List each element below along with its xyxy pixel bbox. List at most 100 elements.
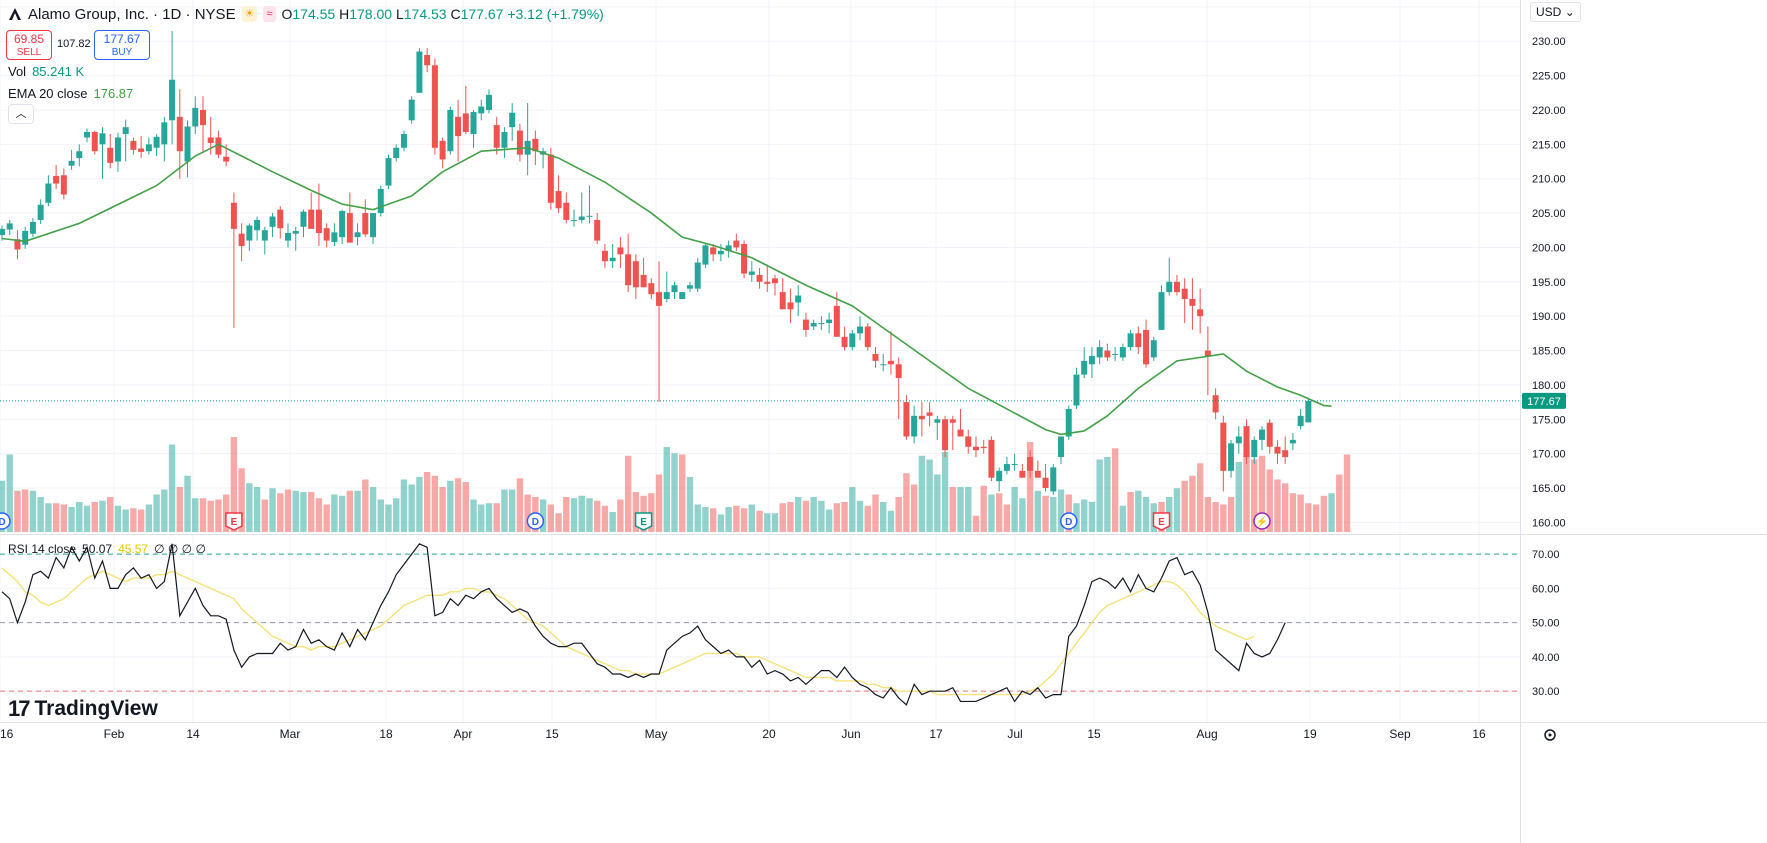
candle[interactable]: [694, 257, 701, 293]
candle[interactable]: [362, 199, 369, 238]
candle[interactable]: [1243, 419, 1250, 464]
candle[interactable]: [934, 415, 941, 440]
candle[interactable]: [285, 223, 292, 248]
candle[interactable]: [408, 96, 415, 124]
candle[interactable]: [1135, 326, 1142, 354]
candle[interactable]: [826, 312, 833, 334]
volume-legend[interactable]: Vol 85.241 K: [8, 64, 84, 79]
earnings-marker[interactable]: E: [634, 512, 653, 531]
candle[interactable]: [238, 223, 245, 262]
candle[interactable]: [717, 244, 724, 262]
candle[interactable]: [1081, 347, 1088, 379]
candle[interactable]: [1228, 439, 1235, 478]
candle[interactable]: [192, 96, 199, 135]
candle[interactable]: [455, 99, 462, 162]
candle[interactable]: [1266, 419, 1273, 454]
candle[interactable]: [400, 130, 407, 152]
candle[interactable]: [1274, 439, 1281, 464]
candle[interactable]: [802, 312, 809, 337]
candle[interactable]: [787, 288, 794, 324]
candle[interactable]: [53, 164, 60, 190]
candle[interactable]: [679, 292, 686, 299]
candle[interactable]: [14, 230, 21, 260]
candle[interactable]: [1127, 329, 1134, 351]
candle[interactable]: [130, 137, 137, 155]
candle[interactable]: [1189, 278, 1196, 330]
candle[interactable]: [849, 329, 856, 351]
candle[interactable]: [810, 319, 817, 330]
candle[interactable]: [625, 233, 632, 293]
candle[interactable]: [547, 147, 554, 210]
candle[interactable]: [725, 240, 732, 258]
candle[interactable]: [609, 244, 616, 269]
candle[interactable]: [37, 199, 44, 225]
candle[interactable]: [1073, 367, 1080, 409]
earnings-marker[interactable]: E: [1152, 512, 1171, 531]
candle[interactable]: [84, 128, 91, 143]
candle[interactable]: [385, 154, 392, 190]
candle[interactable]: [161, 116, 168, 162]
candle[interactable]: [1143, 319, 1150, 368]
candle[interactable]: [22, 226, 29, 249]
candle[interactable]: [138, 136, 145, 159]
candle[interactable]: [424, 48, 431, 73]
candle[interactable]: [393, 144, 400, 162]
candle[interactable]: [1088, 347, 1095, 379]
candle[interactable]: [169, 30, 176, 145]
candle[interactable]: [68, 149, 75, 170]
candle[interactable]: [516, 123, 523, 162]
candle[interactable]: [772, 274, 778, 296]
candle[interactable]: [972, 436, 979, 458]
candle[interactable]: [795, 285, 802, 317]
candle[interactable]: [99, 127, 106, 179]
candle[interactable]: [926, 402, 933, 427]
candle[interactable]: [671, 281, 678, 299]
candle[interactable]: [277, 206, 284, 239]
candle[interactable]: [331, 223, 338, 247]
candle[interactable]: [756, 268, 763, 289]
candle[interactable]: [354, 223, 361, 246]
candle[interactable]: [710, 244, 717, 262]
collapse-legend-button[interactable]: ︿: [8, 104, 34, 124]
candle[interactable]: [594, 213, 601, 245]
candle[interactable]: [91, 130, 98, 155]
candle[interactable]: [1305, 398, 1312, 423]
candle[interactable]: [370, 213, 377, 245]
candle[interactable]: [702, 244, 709, 269]
candle[interactable]: [1166, 257, 1173, 296]
candle[interactable]: [1065, 405, 1072, 440]
candle[interactable]: [416, 48, 423, 93]
candle[interactable]: [663, 271, 670, 303]
candle[interactable]: [1258, 426, 1265, 451]
candle[interactable]: [918, 402, 925, 437]
candle[interactable]: [857, 316, 864, 341]
candle[interactable]: [269, 213, 276, 238]
candle[interactable]: [478, 99, 485, 121]
candle[interactable]: [1181, 278, 1188, 324]
candle[interactable]: [300, 209, 307, 238]
candle[interactable]: [988, 436, 995, 482]
candle[interactable]: [1289, 433, 1296, 451]
candle[interactable]: [555, 175, 562, 214]
candle[interactable]: [6, 219, 13, 236]
candle[interactable]: [509, 103, 516, 141]
ema-legend[interactable]: EMA 20 close 176.87: [8, 86, 133, 101]
candle[interactable]: [748, 261, 755, 282]
candle[interactable]: [254, 216, 261, 241]
candle[interactable]: [996, 467, 1003, 492]
candle[interactable]: [199, 96, 206, 152]
candle[interactable]: [308, 192, 315, 229]
dividend-marker[interactable]: D: [1059, 512, 1078, 530]
candle[interactable]: [60, 168, 67, 200]
candle[interactable]: [246, 223, 253, 251]
buy-button[interactable]: 177.67 BUY: [94, 30, 150, 60]
candle[interactable]: [1011, 453, 1018, 471]
candle[interactable]: [122, 119, 129, 162]
market-open-icon[interactable]: ☀: [241, 6, 258, 22]
candle[interactable]: [1251, 436, 1258, 464]
candle[interactable]: [872, 347, 879, 368]
candle[interactable]: [153, 134, 160, 157]
candle[interactable]: [1173, 274, 1180, 296]
candle[interactable]: [578, 192, 585, 224]
